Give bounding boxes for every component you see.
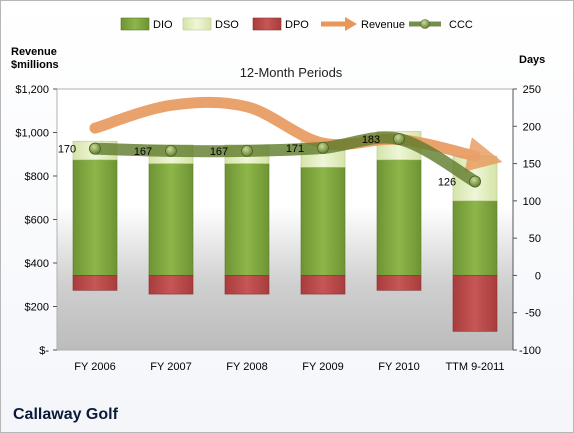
x-axis-tick-label: FY 2009: [302, 361, 343, 373]
ccc-marker: [165, 144, 177, 157]
dpo-bar: [72, 275, 118, 291]
ccc-marker: [241, 144, 253, 157]
dpo-bar: [300, 275, 346, 295]
legend-label: DPO: [285, 19, 309, 31]
ccc-series: 170 167 167 171 183 126: [58, 131, 481, 188]
legend-label: Revenue: [361, 19, 405, 31]
left-axis-tick-label: $1,200: [15, 84, 49, 96]
ccc-data-label: 126: [438, 176, 456, 188]
dio-bar: [224, 163, 270, 276]
right-axis-tick-label: 200: [523, 121, 541, 133]
x-axis-tick-label: FY 2006: [74, 361, 115, 373]
x-axis-tick-label: FY 2008: [226, 361, 267, 373]
ccc-data-label: 183: [362, 134, 380, 146]
dpo-bar: [376, 275, 422, 291]
x-axis: FY 2006 FY 2007 FY 2008 FY 2009 FY 2010 TTM 9…: [74, 361, 504, 373]
left-axis-tick-label: $-: [39, 345, 49, 357]
dio-bar: [300, 167, 346, 276]
left-axis-title: Revenue $millions: [11, 46, 59, 72]
right-axis: -100 -50 0 50 100 150 200 250: [512, 84, 541, 357]
left-axis-title-line1: Revenue: [11, 46, 57, 58]
legend-swatch-revenue-head: [345, 17, 357, 31]
ccc-data-label: 170: [58, 144, 76, 156]
legend-swatch-ccc-marker: [420, 19, 430, 29]
right-axis-title: Days: [519, 54, 546, 66]
x-axis-tick-label: FY 2007: [150, 361, 191, 373]
legend-label: CCC: [449, 19, 473, 31]
dio-bar: [148, 163, 194, 276]
right-axis-tick-label: 250: [523, 84, 541, 96]
legend-label: DIO: [153, 19, 173, 31]
left-axis-tick-label: $800: [25, 171, 49, 183]
dpo-bar: [148, 275, 194, 295]
left-axis-title-line2: $millions: [11, 59, 59, 71]
ccc-marker: [393, 133, 405, 145]
ccc-marker: [317, 142, 329, 154]
left-axis-tick-label: $600: [25, 215, 49, 227]
x-axis-tick-label: FY 2010: [378, 361, 419, 373]
right-axis-tick-label: 100: [523, 196, 541, 208]
ccc-data-label: 167: [210, 146, 228, 158]
chart-title: 12-Month Periods: [239, 65, 343, 80]
right-axis-tick-label: 0: [535, 270, 541, 282]
dio-bar: [452, 200, 498, 276]
ccc-marker: [89, 142, 101, 155]
left-axis-tick-label: $400: [25, 258, 49, 270]
dio-bar: [376, 159, 422, 276]
right-axis-tick-label: 50: [529, 233, 541, 245]
legend-swatch-dso: [182, 17, 212, 31]
legend-swatch-dpo: [252, 17, 282, 31]
legend-label: DSO: [215, 19, 239, 31]
plot-area: [56, 88, 514, 351]
legend: DIO DSO DPO Revenue CCC: [120, 17, 473, 31]
right-axis-tick-label: -100: [519, 345, 541, 357]
dpo-bar: [224, 275, 270, 295]
dio-bar: [72, 159, 118, 276]
right-axis-tick-label: 150: [523, 159, 541, 171]
ccc-line: [89, 131, 481, 188]
bar-series: [72, 131, 498, 332]
ccc-marker: [469, 175, 481, 188]
ccc-data-label: 171: [286, 143, 304, 155]
ccc-data-label: 167: [134, 146, 152, 158]
left-axis: $- $200 $400 $600 $800 $1,000 $1,200: [15, 84, 57, 357]
left-axis-tick-label: $200: [25, 302, 49, 314]
company-name: Callaway Golf: [13, 406, 118, 423]
right-axis-tick-label: -50: [525, 308, 541, 320]
legend-swatch-dio: [120, 17, 150, 31]
dpo-bar: [452, 275, 498, 332]
x-axis-tick-label: TTM 9-2011: [445, 361, 504, 373]
left-axis-tick-label: $1,000: [15, 128, 49, 140]
